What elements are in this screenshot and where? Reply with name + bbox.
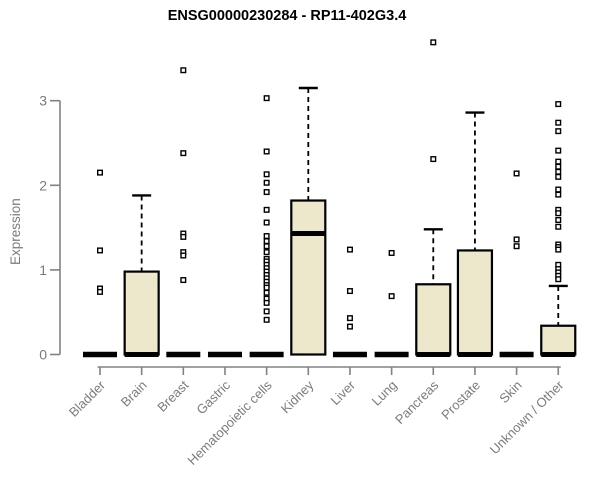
outlier-point xyxy=(555,119,562,126)
category-label: Pancreas xyxy=(392,377,442,427)
outlier-point xyxy=(96,288,103,295)
y-axis-tick-label: 2 xyxy=(39,177,47,193)
outlier-point xyxy=(555,101,562,108)
outlier-point xyxy=(263,238,270,245)
outlier-point xyxy=(555,210,562,217)
outlier-point xyxy=(263,249,270,256)
box xyxy=(415,283,452,356)
outlier-point xyxy=(555,163,562,170)
category-label: Breast xyxy=(154,377,191,414)
y-axis-tick-label: 0 xyxy=(39,347,47,363)
outlier-point xyxy=(263,179,270,186)
category-label: Brain xyxy=(118,378,150,410)
outlier-point xyxy=(96,169,103,176)
outlier-point xyxy=(555,216,562,223)
outlier-point xyxy=(346,323,353,330)
outlier-point xyxy=(555,128,562,135)
outlier-point xyxy=(346,315,353,322)
y-axis-tick-label: 1 xyxy=(39,262,47,278)
box xyxy=(540,324,577,356)
y-axis-label: Expression xyxy=(8,198,23,265)
outlier-point xyxy=(555,246,562,253)
outlier-point xyxy=(555,168,562,175)
category-label: Gastric xyxy=(193,377,233,417)
outlier-point xyxy=(263,189,270,196)
outlier-point xyxy=(555,186,562,193)
outlier-point xyxy=(180,67,187,74)
outlier-point xyxy=(555,223,562,230)
outlier-point xyxy=(555,158,562,165)
outlier-point xyxy=(388,249,395,256)
outlier-point xyxy=(513,243,520,250)
outlier-point xyxy=(430,156,437,163)
category-label: Liver xyxy=(328,377,359,408)
outlier-point xyxy=(180,233,187,240)
outlier-point xyxy=(180,252,187,259)
outlier-point xyxy=(263,299,270,306)
outlier-point xyxy=(263,284,270,291)
outlier-point xyxy=(263,289,270,296)
outlier-point xyxy=(180,277,187,284)
category-label: Unknown / Other xyxy=(487,377,567,457)
outlier-point xyxy=(263,243,270,250)
box xyxy=(290,199,327,356)
box xyxy=(123,270,160,356)
category-label: Bladder xyxy=(66,377,109,420)
outlier-point xyxy=(346,246,353,253)
outlier-point xyxy=(555,173,562,180)
outlier-point xyxy=(180,150,187,157)
outlier-point xyxy=(346,288,353,295)
box xyxy=(456,249,494,356)
outlier-point xyxy=(96,247,103,254)
outlier-point xyxy=(263,308,270,315)
outlier-point xyxy=(555,191,562,198)
category-label: Lung xyxy=(369,378,400,409)
outlier-point xyxy=(263,148,270,155)
chart-title: ENSG00000230284 - RP11-402G3.4 xyxy=(167,8,407,24)
outlier-point xyxy=(555,276,562,283)
outlier-point xyxy=(263,233,270,240)
category-label: Kidney xyxy=(278,377,317,416)
outlier-point xyxy=(513,170,520,177)
outlier-point xyxy=(513,236,520,243)
outlier-point xyxy=(263,316,270,323)
outlier-point xyxy=(430,39,437,46)
outlier-point xyxy=(263,206,270,213)
outlier-point xyxy=(263,219,270,226)
outlier-point xyxy=(388,293,395,300)
category-label: Prostate xyxy=(438,378,483,423)
outlier-point xyxy=(263,171,270,178)
y-axis-tick-label: 3 xyxy=(39,93,47,109)
category-label: Skin xyxy=(496,378,524,406)
outlier-point xyxy=(555,147,562,154)
outlier-point xyxy=(263,95,270,102)
